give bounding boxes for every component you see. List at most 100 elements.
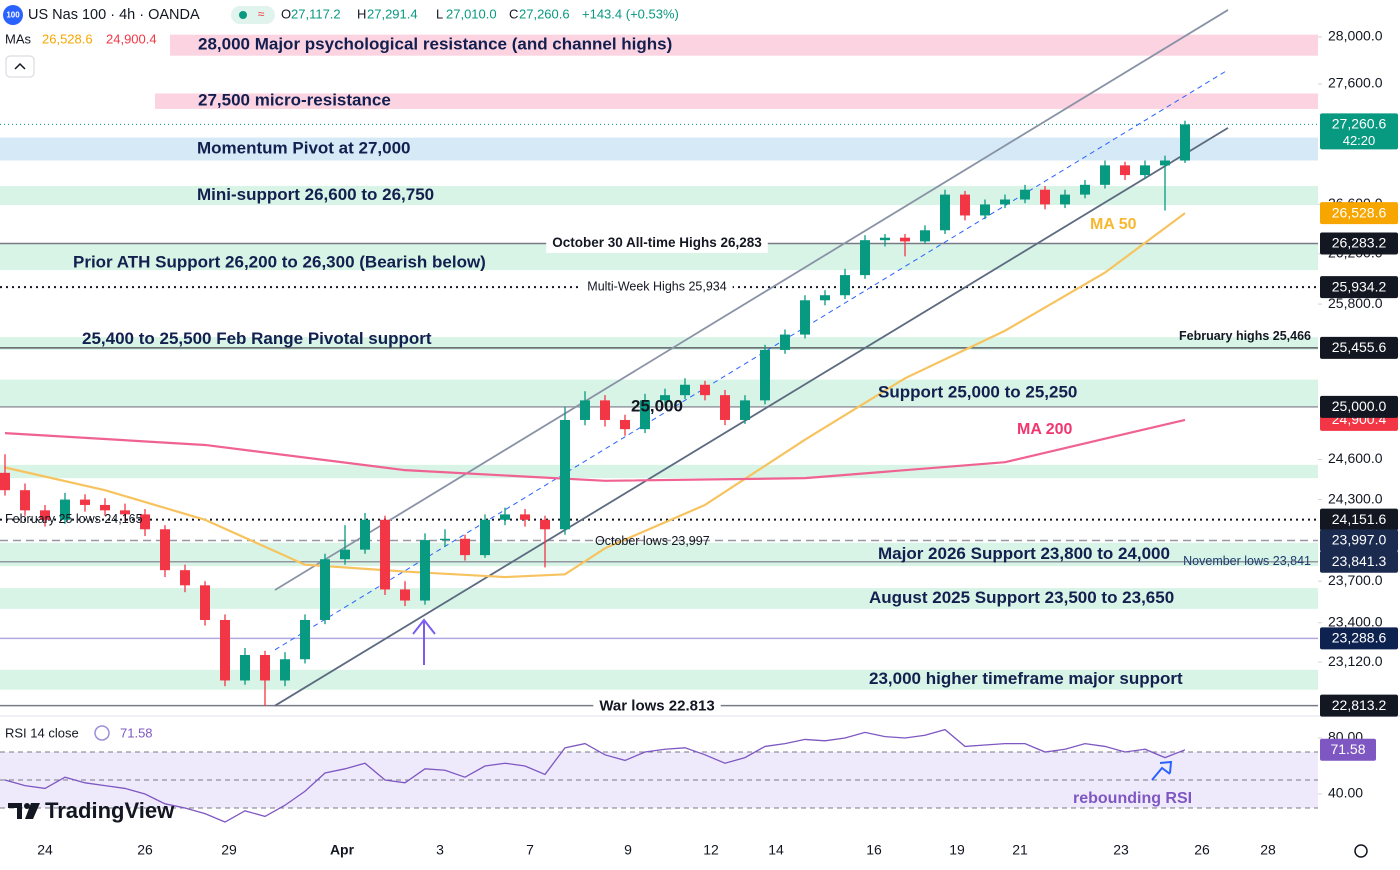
zone-label: 28,000 Major psychological resistance (a…: [198, 35, 672, 54]
zone: [155, 93, 1318, 109]
channel-line: [274, 127, 1229, 707]
candle-body: [900, 237, 910, 242]
candle-body: [1140, 165, 1150, 176]
price-tag: [1320, 336, 1398, 359]
price-tag-label: 23,997.0: [1332, 532, 1387, 548]
price-tag: [1320, 550, 1398, 573]
level-label: 25,000: [631, 396, 683, 415]
symbol-logo-text: 100: [6, 11, 20, 20]
rsi-icon: [94, 725, 110, 741]
candle-body: [560, 419, 570, 530]
candle-body: [400, 589, 410, 601]
rsi-annotation: rebounding RSI: [1073, 790, 1192, 807]
candle-body: [0, 472, 10, 491]
candle-body: [1040, 189, 1050, 205]
price-tag-label: 27,260.6: [1332, 116, 1387, 132]
price-tag-label: 25,455.6: [1332, 339, 1387, 355]
rsi-title: RSI 14 close: [5, 725, 79, 740]
y-tick-label: 24,300.0: [1328, 490, 1383, 506]
rsi-tag-label: 71.58: [1330, 741, 1365, 757]
candle-body: [300, 619, 310, 660]
status-dot: [239, 11, 247, 19]
symbol-title[interactable]: US Nas 100 · 4h · OANDA: [28, 7, 200, 23]
level-label: November lows 23,841: [1183, 554, 1311, 568]
candle-body: [540, 519, 550, 530]
candle-body: [760, 349, 770, 401]
logo-shape: [8, 803, 22, 819]
annotation: MA 200: [1017, 421, 1073, 438]
x-tick-label: 12: [703, 842, 719, 858]
market-status[interactable]: [231, 6, 275, 24]
candle-body: [880, 237, 890, 241]
labels: 28,000 Major psychological resistance (a…: [5, 35, 1311, 717]
change: +143.4 (+0.53%): [582, 6, 679, 21]
candle-body: [480, 519, 490, 556]
symbol-logo: [3, 5, 23, 25]
ohlc-value: 27,291.4: [367, 6, 418, 21]
x-tick-label: 14: [768, 842, 784, 858]
x-tick-label: 9: [624, 842, 632, 858]
header: 100 US Nas 100 · 4h · OANDA ≈ MAs RSI 14…: [3, 5, 1368, 858]
candle-body: [640, 400, 650, 430]
rsi-arrow-head: [1159, 760, 1173, 774]
price-tag: [1320, 202, 1398, 225]
mas-label: MAs: [5, 31, 32, 46]
label-background: [581, 278, 733, 296]
candle-body: [520, 514, 530, 520]
y-tick-label: 25,800.0: [1328, 295, 1383, 311]
collapse-button[interactable]: [5, 55, 35, 78]
zone: [0, 337, 1318, 350]
x-tick-label: 23: [1113, 842, 1129, 858]
x-tick-label: 28: [1260, 842, 1276, 858]
candle-body: [140, 514, 150, 530]
candle-body: [200, 585, 210, 620]
rsi-panel: rebounding RSI: [0, 715, 1400, 823]
ohlc-key: H: [357, 6, 366, 21]
zone-label: Mini-support 26,600 to 26,750: [197, 185, 434, 204]
candle-body: [1120, 165, 1130, 176]
zone-label: Major 2026 Support 23,800 to 24,000: [878, 544, 1170, 563]
ohlc-key: L: [436, 6, 443, 21]
price-tag: [1320, 508, 1398, 531]
branding-logo: [8, 803, 40, 819]
candle-body: [420, 540, 430, 601]
rsi-y-tick-label: 40.00: [1328, 785, 1363, 801]
level-label: Multi-Week Highs 25,934: [587, 279, 726, 293]
candle-body: [660, 395, 670, 401]
x-tick-label: 3: [436, 842, 444, 858]
candle-body: [780, 334, 790, 350]
candle-body: [860, 240, 870, 276]
caret-icon: [14, 62, 26, 70]
annotation: MA 50: [1090, 216, 1137, 233]
candle-body: [940, 194, 950, 231]
candle-body: [260, 655, 270, 681]
zone-label: Prior ATH Support 26,200 to 26,300 (Bear…: [73, 252, 486, 271]
settings-icon[interactable]: [1354, 844, 1368, 858]
x-tick-label: 29: [221, 842, 237, 858]
series: [0, 9, 1229, 707]
ma-value: 24,900.4: [106, 31, 157, 46]
branding: TradingView: [45, 798, 175, 823]
candle-body: [1000, 199, 1010, 205]
logo-dot: [24, 803, 30, 809]
candle-body: [1160, 160, 1170, 166]
price-tag: [1320, 694, 1398, 717]
candle-body: [440, 538, 450, 541]
y-tick-label: 24,600.0: [1328, 450, 1383, 466]
candle-body: [620, 419, 630, 430]
logo-shape: [25, 803, 40, 819]
countdown: 42:20: [1343, 133, 1376, 148]
candle-body: [500, 514, 510, 520]
zone-label: August 2025 Support 23,500 to 23,650: [869, 588, 1174, 607]
channel-line: [274, 69, 1229, 651]
ohlc-value: 27,260.6: [519, 6, 570, 21]
x-tick-label: Apr: [330, 842, 355, 858]
x-tick-label: 19: [949, 842, 965, 858]
candle-body: [240, 655, 250, 681]
level-label: February 25 lows 24,165: [5, 512, 143, 526]
candle-body: [720, 395, 730, 420]
candle-body: [340, 549, 350, 560]
candle-body: [360, 519, 370, 550]
price-tag: [1320, 232, 1398, 255]
